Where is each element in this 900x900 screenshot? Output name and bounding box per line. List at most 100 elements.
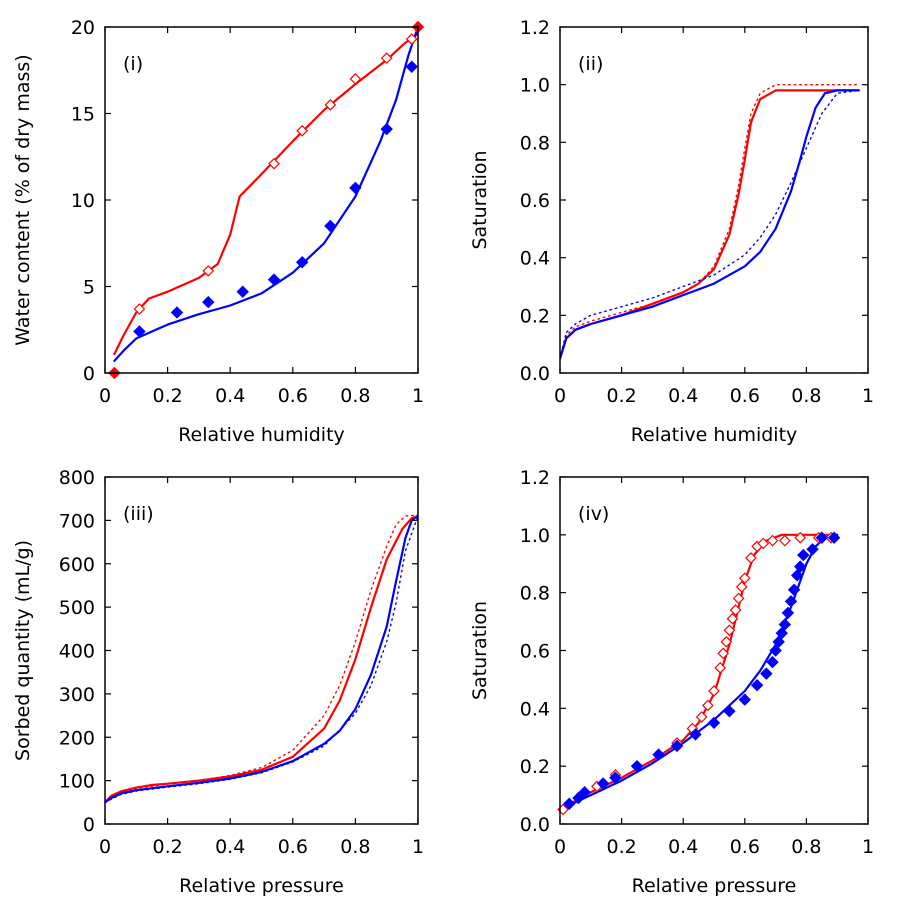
data-point-desorption-data [296, 124, 309, 137]
y-tick-label: 700 [59, 510, 95, 532]
plot-frame [559, 26, 869, 374]
data-point-desorption-data [701, 699, 714, 712]
data-point-adsorption-data [609, 771, 622, 784]
data-point-desorption-data [778, 534, 791, 547]
data-point-desorption-data [745, 552, 757, 564]
y-tick-label: 15 [71, 104, 95, 126]
series-line-adsorption-alt [105, 515, 418, 803]
data-point-adsorption-data [769, 644, 782, 657]
y-tick-label: 5 [83, 277, 95, 299]
y-axis-label: Sorbed quantity (mL/g) [12, 540, 34, 761]
y-tick-label: 200 [59, 727, 95, 749]
data-point-adsorption-data [784, 595, 798, 608]
data-point-adsorption-data [794, 560, 807, 573]
x-tick-label: 0.2 [606, 836, 636, 858]
x-tick-label: 1 [412, 385, 424, 407]
data-point-desorption-data [405, 33, 418, 45]
data-point-desorption-data [757, 537, 770, 550]
data-point-adsorption-data [806, 543, 819, 556]
x-axis-label: Relative pressure [632, 875, 797, 897]
data-point-adsorption-data [790, 569, 804, 582]
y-tick-label: 1.0 [520, 75, 550, 97]
data-point-desorption-data [133, 303, 146, 315]
data-point-adsorption-data [349, 181, 362, 195]
data-point-adsorption-data [596, 777, 610, 790]
data-point-desorption-data [380, 52, 393, 64]
data-point-desorption-data [695, 711, 708, 723]
y-tick-label: 0.0 [520, 814, 550, 836]
data-point-adsorption-data [778, 618, 792, 631]
y-tick-label: 100 [59, 771, 95, 793]
data-point-adsorption-data [797, 548, 810, 562]
data-point-desorption-data [720, 635, 733, 648]
x-tick-label: 0.4 [668, 385, 698, 407]
x-axis-label: Relative humidity [631, 424, 798, 446]
data-point-adsorption-data [750, 678, 764, 692]
y-tick-label: 0.2 [520, 305, 550, 327]
x-tick-label: 0.2 [606, 385, 636, 407]
y-axis-label: Saturation [469, 150, 491, 249]
data-point-adsorption-data [707, 716, 721, 729]
y-tick-label: 0.6 [520, 190, 550, 212]
chart-panel-3: 0 0.2 0.4 0.6 0.8 1 0 100 200 300 400 500 600 700 800 R… [12, 467, 424, 897]
series-line-desorption-alt [105, 514, 418, 803]
data-point-desorption-data [729, 604, 742, 616]
data-point-adsorption-data [324, 219, 337, 233]
x-tick-label: 0.4 [215, 836, 245, 858]
data-point-desorption-data [735, 581, 748, 593]
chart-panel-4: 0 0.2 0.4 0.6 0.8 1 0.0 0.2 0.4 0.6 0.8 1.0 1.2 Relat… [469, 467, 874, 897]
data-point-adsorption-data [630, 759, 644, 773]
data-point-adsorption-data [652, 748, 665, 761]
data-point-desorption-data [732, 592, 745, 605]
data-point-adsorption-data [781, 606, 795, 620]
x-tick-label: 0 [99, 385, 111, 407]
y-tick-label: 0 [83, 363, 95, 385]
data-point-adsorption-data [170, 306, 184, 319]
y-tick-label: 20 [71, 17, 95, 39]
data-point-desorption-data [202, 265, 215, 277]
x-axis-label: Relative pressure [179, 875, 344, 897]
data-point-adsorption-data [689, 728, 702, 741]
data-point-desorption-data [268, 157, 280, 170]
series-line-desorption-model [560, 89, 860, 360]
data-point-adsorption-data [738, 693, 752, 706]
x-tick-label: 0.8 [340, 836, 370, 858]
y-tick-label: 800 [59, 467, 95, 489]
data-point-desorption-data [766, 534, 779, 547]
y-tick-label: 400 [59, 641, 95, 663]
data-point-adsorption-data [670, 739, 684, 753]
data-point-desorption-data [714, 662, 727, 674]
y-tick-label: 0 [83, 814, 95, 836]
series-line-desorption-model [113, 32, 418, 356]
y-tick-label: 300 [59, 684, 95, 706]
data-point-adsorption-data [380, 122, 393, 136]
plot-frame [104, 26, 419, 374]
x-tick-label: 0.6 [278, 385, 308, 407]
data-point-adsorption-data [295, 256, 309, 269]
data-point-adsorption-data [772, 635, 785, 649]
x-tick-label: 0.6 [278, 836, 308, 858]
series-line-adsorption-model [560, 89, 860, 360]
y-tick-label: 0.8 [520, 132, 550, 154]
x-tick-label: 0.2 [152, 385, 182, 407]
x-tick-label: 0.6 [730, 836, 760, 858]
data-point-adsorption-data [775, 626, 788, 640]
plot-area [560, 83, 860, 360]
data-point-desorption-data [708, 685, 720, 697]
y-tick-label: 0.4 [520, 248, 550, 270]
data-point-desorption-data [324, 99, 337, 111]
series-line-desorption-alt [560, 83, 860, 360]
x-tick-label: 0.4 [668, 836, 698, 858]
panel-label: (ii) [578, 53, 603, 75]
data-point-adsorption-data [563, 797, 576, 810]
data-point-adsorption-data [760, 667, 773, 680]
plot-frame [559, 476, 869, 825]
y-tick-label: 0.6 [520, 641, 550, 663]
x-tick-label: 0 [99, 836, 111, 858]
x-tick-label: 0.8 [340, 385, 370, 407]
y-tick-label: 600 [59, 554, 95, 576]
y-tick-label: 1.2 [520, 467, 550, 489]
chart-panel-2: 0 0.2 0.4 0.6 0.8 1 0.0 0.2 0.4 0.6 0.8 1.0 1.2 Relat… [469, 17, 874, 446]
y-tick-label: 500 [59, 597, 95, 619]
x-tick-label: 0.6 [730, 385, 760, 407]
